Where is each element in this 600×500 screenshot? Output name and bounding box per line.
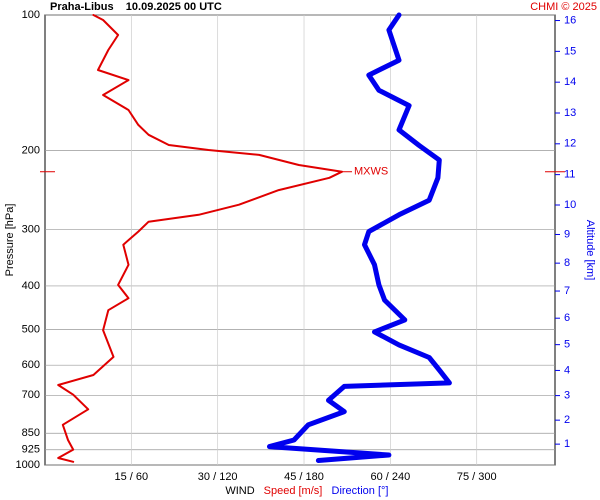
chart-title: Praha-Libus 10.09.2025 00 UTC — [50, 1, 222, 13]
y2-tick-label: 9 — [564, 228, 570, 240]
y2-tick-label: 15 — [564, 45, 576, 57]
y2-tick-label: 8 — [564, 257, 570, 269]
y-tick-label: 600 — [22, 359, 40, 371]
y-tick-label: 850 — [22, 427, 40, 439]
y-tick-label: 200 — [22, 144, 40, 156]
legend-entry: Speed [m/s] — [264, 485, 323, 497]
y-tick-label: 500 — [22, 323, 40, 335]
y2-tick-label: 7 — [564, 285, 570, 297]
y2-tick-label: 14 — [564, 76, 576, 88]
y-tick-label: 400 — [22, 280, 40, 292]
legend-entry: Direction [°] — [332, 485, 389, 497]
series-line — [267, 12, 452, 463]
y-tick-label: 1000 — [16, 459, 40, 471]
x-tick-label: 60 / 240 — [370, 471, 410, 483]
y-tick-label: 925 — [22, 444, 40, 456]
y-tick-label: 700 — [22, 389, 40, 401]
y2-tick-label: 12 — [564, 138, 576, 150]
y2-tick-label: 10 — [564, 199, 576, 211]
x-tick-label: 75 / 300 — [457, 471, 497, 483]
y2-tick-label: 1 — [564, 438, 570, 450]
y2-tick-label: 13 — [564, 107, 576, 119]
y-axis-label: Pressure [hPa] — [4, 204, 16, 277]
plot-frame — [44, 14, 556, 466]
y2-tick-label: 3 — [564, 390, 570, 402]
y2-tick-label: 11 — [564, 169, 575, 181]
y-tick-label: 100 — [22, 9, 40, 21]
x-tick-label: 15 / 60 — [115, 471, 149, 483]
x-tick-label: 30 / 120 — [198, 471, 238, 483]
x-axis-label: WIND — [225, 485, 254, 497]
y2-tick-label: 16 — [564, 14, 576, 26]
y2-tick-label: 4 — [564, 364, 570, 376]
credit: CHMI © 2025 — [530, 1, 597, 13]
y2-tick-label: 5 — [564, 339, 570, 351]
x-tick-label: 45 / 180 — [284, 471, 324, 483]
y2-tick-label: 6 — [564, 312, 570, 324]
annotation: MXWS — [354, 166, 388, 178]
y2-tick-label: 2 — [564, 414, 570, 426]
series-line — [57, 14, 343, 463]
y2-axis-label: Altitude [km] — [584, 220, 596, 281]
y-tick-label: 300 — [22, 224, 40, 236]
